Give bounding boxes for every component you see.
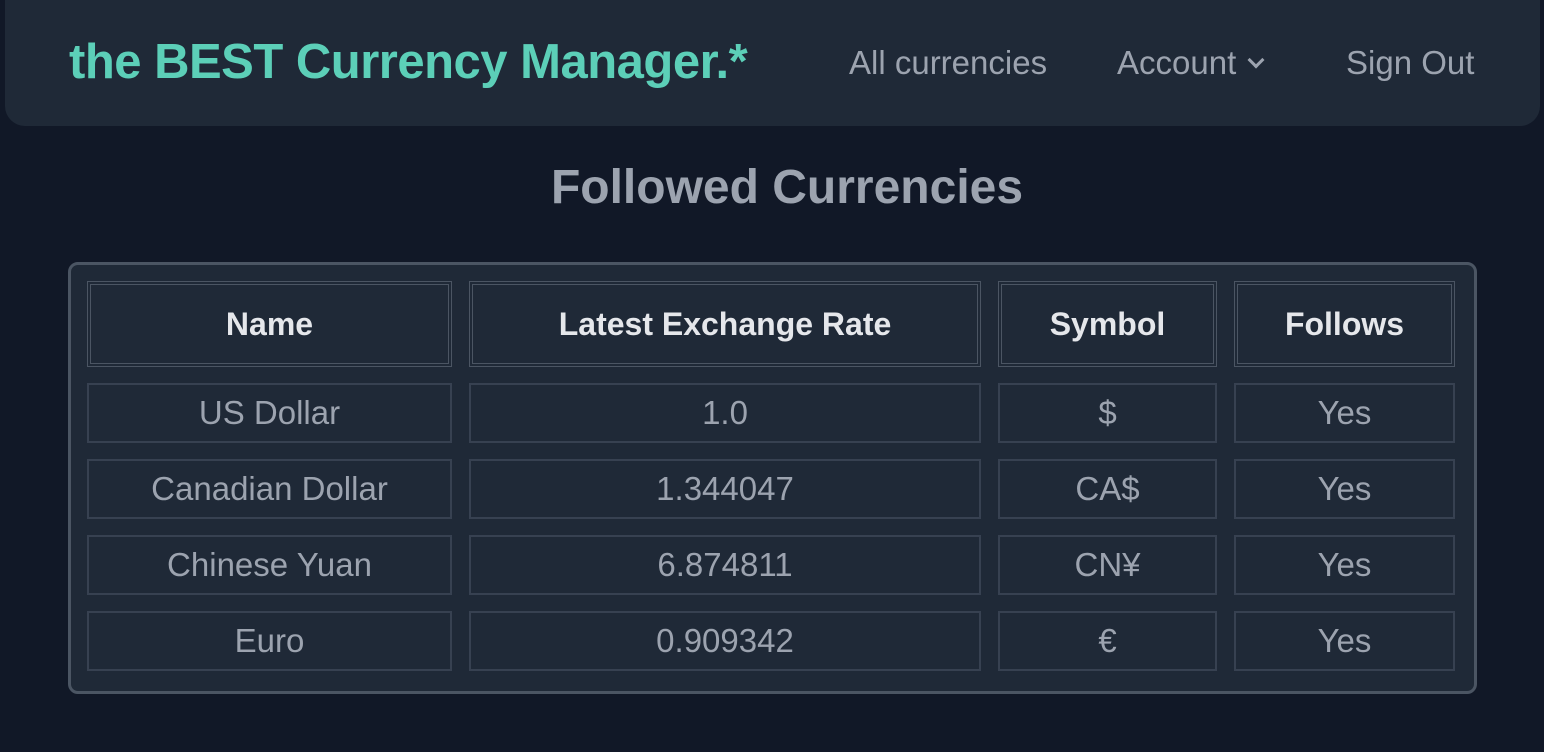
cell-follows: Yes — [1234, 611, 1455, 671]
brand-logo[interactable]: the BEST Currency Manager.* — [69, 35, 748, 89]
table-header-row: Name Latest Exchange Rate Symbol Follows — [87, 281, 1455, 367]
page-title: Followed Currencies — [550, 161, 1024, 214]
cell-name: Chinese Yuan — [87, 535, 452, 595]
table-row: Euro 0.909342 € Yes — [87, 611, 1455, 671]
column-header-follows: Follows — [1234, 281, 1455, 367]
followed-currencies-table: Name Latest Exchange Rate Symbol Follows… — [87, 281, 1455, 671]
navbar: the BEST Currency Manager.* All currenci… — [5, 0, 1540, 126]
cell-follows: Yes — [1234, 459, 1455, 519]
cell-follows: Yes — [1234, 535, 1455, 595]
cell-symbol: € — [998, 611, 1217, 671]
cell-name: US Dollar — [87, 383, 452, 443]
cell-name: Euro — [87, 611, 452, 671]
cell-exchange-rate: 1.0 — [469, 383, 981, 443]
column-header-name: Name — [87, 281, 452, 367]
cell-symbol: CN¥ — [998, 535, 1217, 595]
currencies-table-panel: Name Latest Exchange Rate Symbol Follows… — [68, 262, 1477, 694]
nav-sign-out[interactable]: Sign Out — [1346, 44, 1475, 81]
cell-symbol: CA$ — [998, 459, 1217, 519]
nav-all-currencies[interactable]: All currencies — [849, 44, 1048, 81]
cell-exchange-rate: 1.344047 — [469, 459, 981, 519]
cell-exchange-rate: 0.909342 — [469, 611, 981, 671]
table-row: Canadian Dollar 1.344047 CA$ Yes — [87, 459, 1455, 519]
cell-exchange-rate: 6.874811 — [469, 535, 981, 595]
table-row: Chinese Yuan 6.874811 CN¥ Yes — [87, 535, 1455, 595]
nav-account-dropdown[interactable]: Account — [1117, 44, 1265, 82]
cell-symbol: $ — [998, 383, 1217, 443]
nav-account-label: Account — [1117, 44, 1237, 81]
table-row: US Dollar 1.0 $ Yes — [87, 383, 1455, 443]
cell-follows: Yes — [1234, 383, 1455, 443]
column-header-exchange-rate: Latest Exchange Rate — [469, 281, 981, 367]
column-header-symbol: Symbol — [998, 281, 1217, 367]
cell-name: Canadian Dollar — [87, 459, 452, 519]
chevron-down-icon — [1247, 51, 1265, 69]
